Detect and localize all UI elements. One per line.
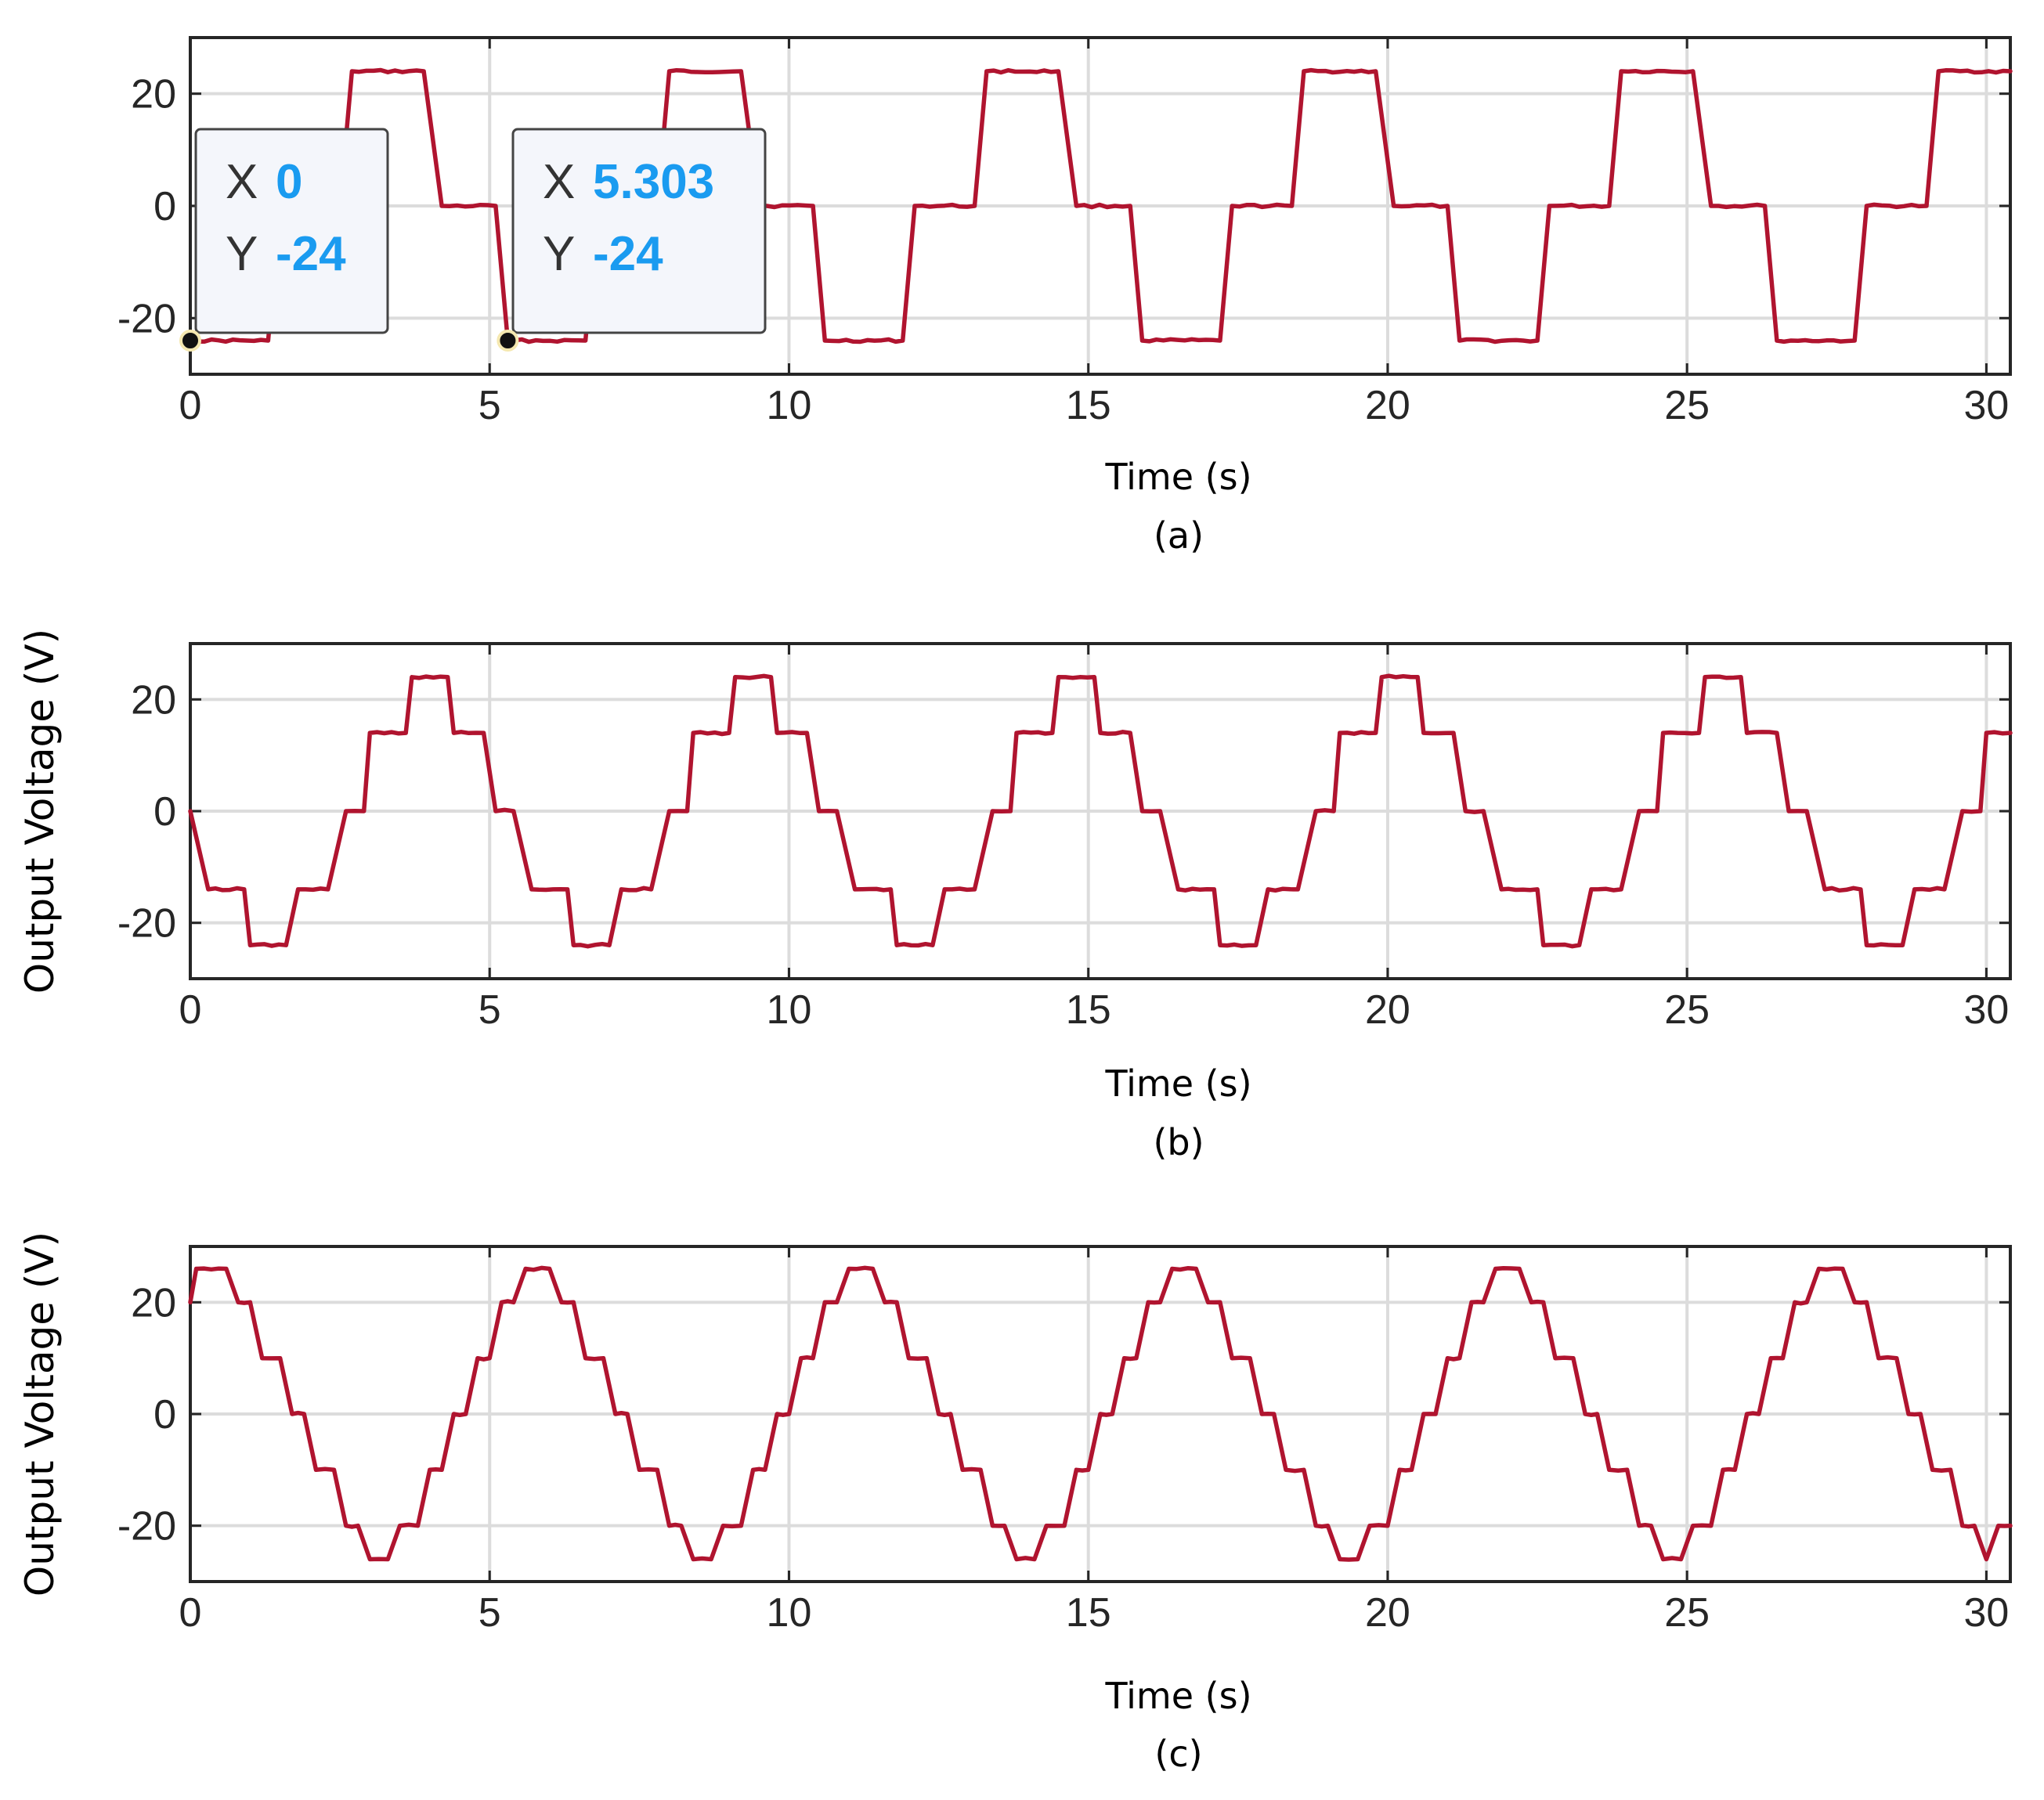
x-tick-label: 10	[767, 1590, 812, 1636]
output-voltage-series	[188, 1265, 2013, 1562]
datatip[interactable]: X 5.303 Y -24	[497, 128, 767, 352]
datatip-key: X	[543, 155, 575, 209]
y-tick-label: -20	[117, 296, 176, 341]
x-axis-label: Time (s)	[1104, 456, 1251, 498]
x-tick-label: 25	[1664, 987, 1710, 1033]
x-tick-label: 10	[767, 987, 812, 1033]
datatip-key: Y	[543, 227, 575, 281]
x-tick-label: 20	[1365, 987, 1410, 1033]
panel-caption: (c)	[1154, 1733, 1202, 1775]
datatip-value: 0	[276, 155, 302, 209]
x-tick-label: 15	[1066, 987, 1111, 1033]
y-tick-label: 20	[131, 72, 176, 117]
y-tick-label: -20	[117, 1504, 176, 1549]
y-tick-label: 0	[153, 1392, 176, 1437]
x-tick-label: 20	[1365, 1590, 1410, 1636]
x-tick-label: 0	[179, 987, 202, 1033]
x-tick-label: 5	[478, 1590, 501, 1636]
datatip-key: Y	[226, 227, 258, 281]
x-axis-label: Time (s)	[1104, 1062, 1251, 1105]
x-tick-label: 0	[179, 383, 202, 428]
datatip-key: X	[226, 155, 258, 209]
x-tick-label: 10	[767, 383, 812, 428]
y-tick-label: 0	[153, 789, 176, 835]
y-tick-label: 20	[131, 677, 176, 723]
datatip[interactable]: X 0Y -24	[179, 128, 389, 352]
datatip-box	[194, 128, 389, 334]
y-axis-label: Output Voltage (V)	[17, 629, 63, 994]
datatip-marker[interactable]	[179, 330, 201, 352]
x-tick-label: 5	[478, 383, 501, 428]
y-tick-label: -20	[117, 901, 176, 947]
x-tick-label: 20	[1365, 383, 1410, 428]
x-tick-label: 15	[1066, 383, 1111, 428]
x-tick-label: 15	[1066, 1590, 1111, 1636]
datatip-value: -24	[276, 227, 346, 281]
y-tick-label: 20	[131, 1280, 176, 1326]
y-axis-label: Output Voltage (V)	[17, 1232, 63, 1596]
x-tick-label: 25	[1664, 1590, 1710, 1636]
output-voltage-series	[188, 673, 2013, 949]
datatip-value: -24	[593, 227, 663, 281]
x-tick-label: 30	[1963, 987, 2009, 1033]
datatip-marker[interactable]	[497, 330, 519, 352]
x-axis-label: Time (s)	[1104, 1675, 1251, 1717]
output-voltage-series	[188, 67, 2013, 344]
x-tick-label: 0	[179, 1590, 202, 1636]
panel-caption: (a)	[1154, 514, 1204, 557]
panel-caption: (b)	[1153, 1121, 1204, 1163]
datatip-value: 5.303	[593, 155, 714, 209]
y-tick-label: 0	[153, 184, 176, 229]
x-tick-label: 5	[478, 987, 501, 1033]
datatip-box	[511, 128, 767, 334]
x-tick-label: 30	[1963, 1590, 2009, 1636]
x-tick-label: 30	[1963, 383, 2009, 428]
x-tick-label: 25	[1664, 383, 1710, 428]
